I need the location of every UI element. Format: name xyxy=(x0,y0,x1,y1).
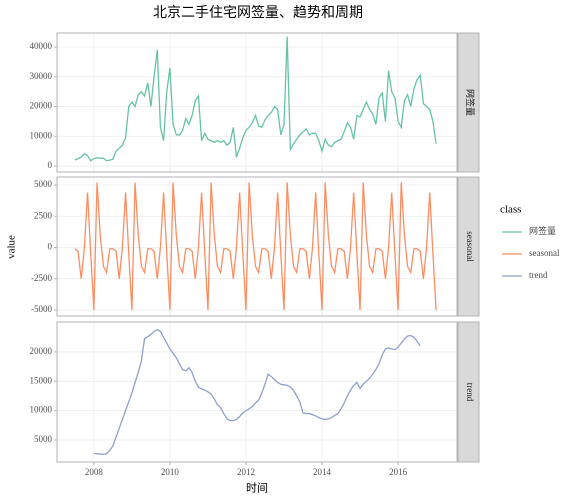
data-line xyxy=(74,36,437,162)
x-tick-label: 2008 xyxy=(85,467,104,477)
y-tick-label: 10000 xyxy=(30,130,53,140)
legend-label: seasonal xyxy=(529,248,560,258)
y-tick-label: 20000 xyxy=(30,101,53,111)
panel-background xyxy=(57,322,457,462)
y-tick-label: -5000 xyxy=(31,304,52,314)
y-tick-label: 40000 xyxy=(30,41,53,51)
panel-border xyxy=(56,176,458,317)
y-tick-label: 0 xyxy=(48,160,53,170)
legend-label: trend xyxy=(529,270,548,280)
strip xyxy=(457,32,480,173)
strip-label: 网签量 xyxy=(465,89,476,116)
legend-title: class xyxy=(500,204,521,216)
y-tick-label: 5000 xyxy=(34,179,53,189)
x-tick-label: 2012 xyxy=(237,467,255,477)
data-line xyxy=(93,328,421,456)
strip xyxy=(457,321,480,463)
x-tick-label: 2010 xyxy=(161,467,180,477)
x-tick-label: 2014 xyxy=(313,467,332,477)
y-tick-label: 0 xyxy=(48,242,53,252)
y-tick-label: 15000 xyxy=(30,375,53,385)
panel-border xyxy=(56,32,458,173)
y-tick-label: 5000 xyxy=(34,434,53,444)
y-axis-title: value xyxy=(6,235,18,259)
data-line xyxy=(74,182,437,311)
y-tick-label: -2500 xyxy=(31,273,52,283)
x-axis-title: 时间 xyxy=(246,482,268,495)
chart-title: 北京二手住宅网签量、趋势和周期 xyxy=(153,4,363,21)
strip xyxy=(457,176,480,317)
panel-background xyxy=(57,177,457,316)
panel-background xyxy=(57,33,457,172)
y-tick-label: 30000 xyxy=(30,71,53,81)
y-tick-label: 20000 xyxy=(30,346,53,356)
legend-label: 网签量 xyxy=(529,225,556,236)
x-tick-label: 2016 xyxy=(389,467,408,477)
strip-label: trend xyxy=(465,383,475,402)
y-tick-label: 2500 xyxy=(34,210,53,220)
y-tick-label: 10000 xyxy=(30,405,53,415)
panel-border xyxy=(56,321,458,463)
strip-label: seasonal xyxy=(465,231,475,262)
